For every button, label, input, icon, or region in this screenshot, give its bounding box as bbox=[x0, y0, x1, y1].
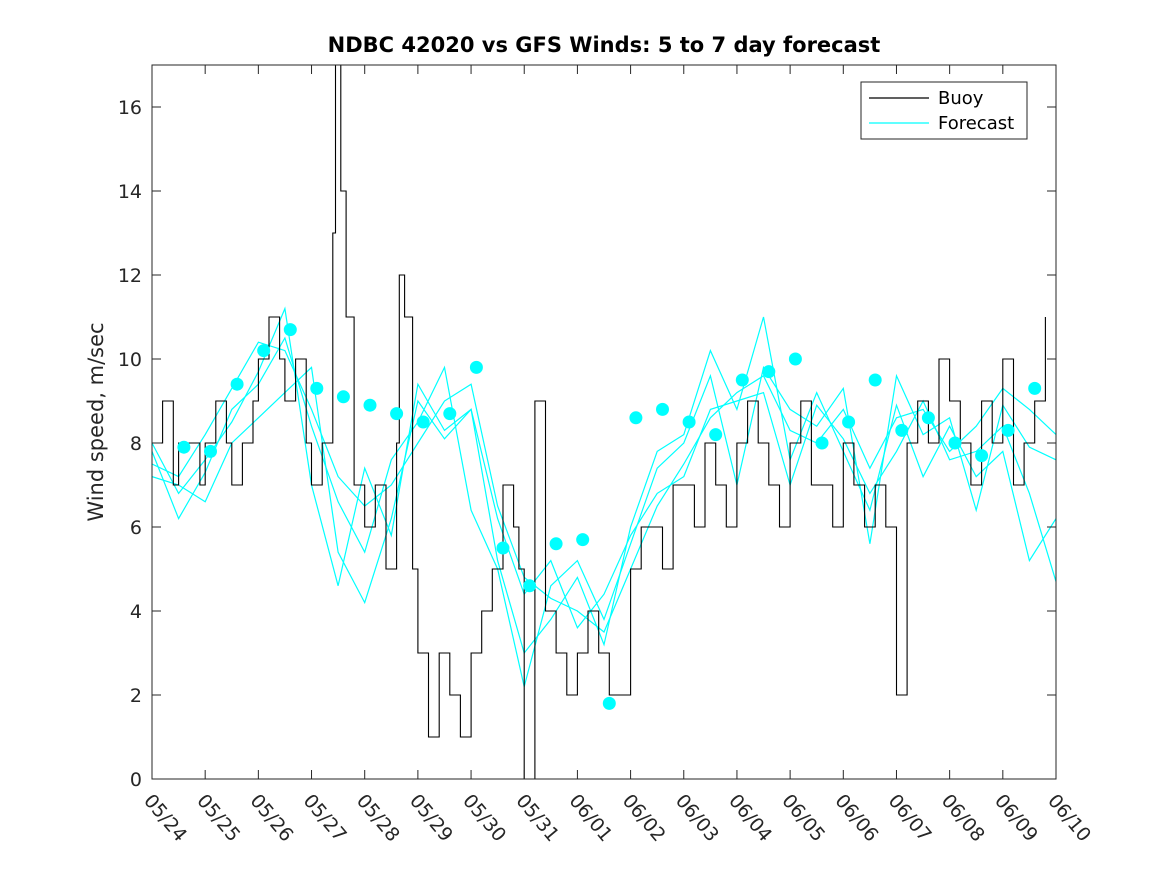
forecast-point bbox=[496, 541, 510, 555]
buoy-line bbox=[152, 65, 1046, 779]
forecast-point bbox=[310, 381, 324, 395]
forecast-point bbox=[1001, 423, 1015, 437]
forecast-point bbox=[602, 696, 616, 710]
axes-box bbox=[151, 64, 1057, 780]
forecast-point bbox=[948, 436, 962, 450]
forecast-point bbox=[762, 365, 776, 379]
legend: Buoy Forecast bbox=[860, 81, 1028, 140]
forecast-point bbox=[443, 407, 457, 421]
forecast-point bbox=[283, 323, 297, 337]
y-tick-label: 4 bbox=[130, 601, 142, 623]
forecast-point bbox=[204, 444, 217, 458]
forecast-point bbox=[895, 423, 909, 437]
forecast-point bbox=[868, 373, 882, 387]
forecast-point bbox=[576, 533, 590, 547]
forecast-point bbox=[709, 428, 723, 442]
y-tick-label: 12 bbox=[118, 265, 142, 287]
plot-area bbox=[152, 65, 1056, 779]
y-tick-label: 2 bbox=[130, 685, 142, 707]
forecast-point bbox=[682, 415, 696, 429]
forecast-point bbox=[842, 415, 856, 429]
forecast-point bbox=[177, 440, 191, 454]
forecast-point bbox=[523, 579, 537, 593]
forecast-point bbox=[336, 390, 350, 404]
forecast-point bbox=[788, 352, 802, 366]
forecast-point bbox=[549, 537, 563, 551]
y-tick-label: 0 bbox=[130, 769, 142, 791]
forecast-point bbox=[735, 373, 749, 387]
legend-box bbox=[860, 81, 1028, 140]
legend-label: Forecast bbox=[938, 113, 1014, 134]
forecast-point bbox=[629, 411, 643, 425]
forecast-point bbox=[230, 377, 244, 391]
y-axis-label: Wind speed, m/sec bbox=[84, 322, 108, 521]
forecast-point bbox=[469, 360, 483, 374]
forecast-point bbox=[921, 411, 935, 425]
legend-label: Buoy bbox=[938, 88, 984, 109]
y-tick-label: 10 bbox=[118, 349, 142, 371]
forecast-line-3 bbox=[152, 336, 1056, 687]
forecast-line-1 bbox=[152, 341, 1056, 633]
forecast-point bbox=[416, 415, 430, 429]
y-tick-label: 16 bbox=[118, 97, 142, 119]
forecast-point bbox=[257, 344, 271, 358]
forecast-point bbox=[390, 407, 404, 421]
y-tick-label: 8 bbox=[130, 433, 142, 455]
forecast-point bbox=[815, 436, 829, 450]
forecast-point bbox=[975, 449, 989, 463]
forecast-point bbox=[1028, 381, 1042, 395]
chart-title: NDBC 42020 vs GFS Winds: 5 to 7 day fore… bbox=[328, 33, 881, 57]
y-tick-label: 6 bbox=[130, 517, 142, 539]
forecast-point bbox=[656, 402, 669, 416]
y-tick-label: 14 bbox=[118, 181, 142, 203]
forecast-point bbox=[363, 398, 377, 412]
